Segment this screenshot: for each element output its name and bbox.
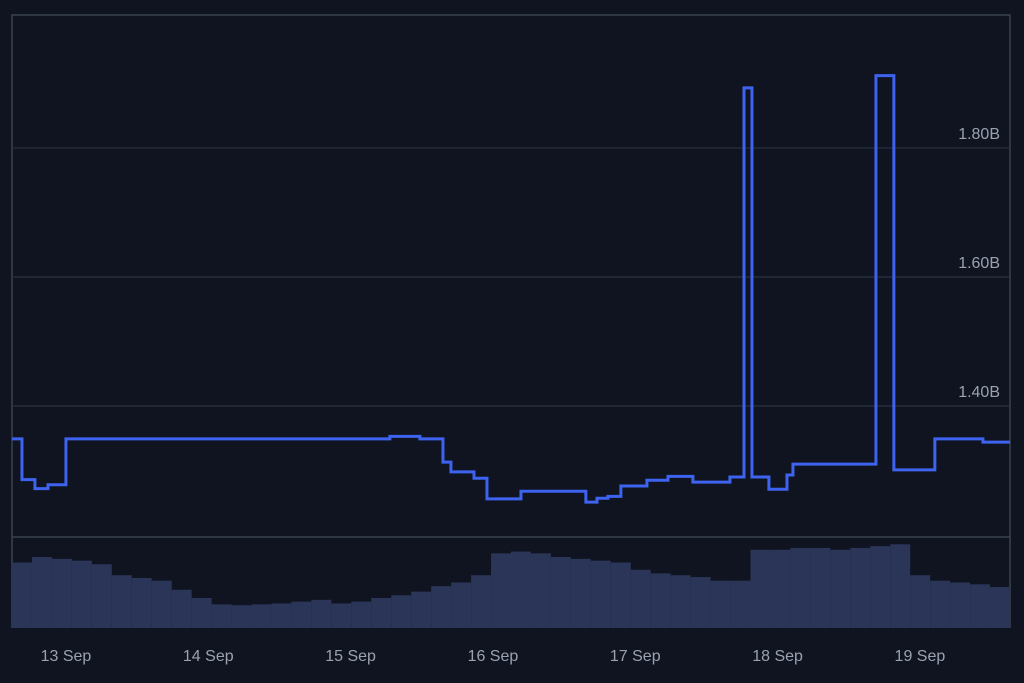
volume-bar xyxy=(730,580,751,628)
volume-bar xyxy=(970,584,991,628)
volume-bar xyxy=(750,549,771,628)
volume-bar xyxy=(231,605,252,628)
y-tick-label: 1.40B xyxy=(958,384,1000,401)
volume-bar xyxy=(151,580,172,628)
volume-bar xyxy=(890,544,911,628)
volume-bar xyxy=(391,595,412,628)
volume-bar xyxy=(12,562,32,628)
volume-bar xyxy=(451,582,472,628)
x-tick-label: 16 Sep xyxy=(468,648,519,665)
volume-bar xyxy=(491,553,511,628)
volume-bar xyxy=(670,575,691,628)
volume-bar xyxy=(71,560,92,628)
volume-bar xyxy=(271,603,292,628)
volume-bar xyxy=(550,557,571,628)
x-tick-label: 19 Sep xyxy=(895,648,946,665)
x-tick-label: 14 Sep xyxy=(183,648,234,665)
volume-bar xyxy=(610,562,631,628)
volume-bar xyxy=(411,591,432,628)
volume-bar xyxy=(530,553,551,628)
volume-bar xyxy=(311,599,332,628)
volume-bar xyxy=(870,546,891,628)
volume-bar xyxy=(111,575,132,628)
volume-bar xyxy=(31,557,52,628)
x-tick-label: 17 Sep xyxy=(610,648,661,665)
volume-bar xyxy=(990,587,1010,628)
plot-border xyxy=(11,14,1011,628)
volume-bar xyxy=(51,558,72,628)
volume-bar xyxy=(191,597,212,628)
x-tick-label: 15 Sep xyxy=(325,648,376,665)
volume-bar xyxy=(690,577,711,628)
volume-bar xyxy=(830,549,851,628)
volume-bar xyxy=(291,601,312,628)
volume-bar xyxy=(431,586,452,628)
volume-bar xyxy=(950,582,971,628)
volume-bar xyxy=(331,603,352,628)
volume-bar xyxy=(211,604,232,628)
price-line xyxy=(12,74,1010,504)
volume-bar xyxy=(910,575,931,628)
y-tick-label: 1.80B xyxy=(958,126,1000,143)
y-tick-label: 1.60B xyxy=(958,255,1000,272)
volume-bar xyxy=(91,564,112,628)
volume-bar xyxy=(511,551,531,628)
volume-bar xyxy=(790,547,811,628)
volume-bar xyxy=(131,577,152,628)
volume-bar xyxy=(351,601,372,628)
volume-bar xyxy=(171,589,192,628)
x-tick-label: 18 Sep xyxy=(752,648,803,665)
volume-bar xyxy=(650,573,671,628)
volume-bar xyxy=(770,549,791,628)
volume-bar xyxy=(810,547,831,628)
x-tick-label: 13 Sep xyxy=(41,648,92,665)
volume-bar xyxy=(710,580,731,628)
volume-bar xyxy=(930,580,951,628)
volume-bar xyxy=(570,558,591,628)
volume-bar xyxy=(850,547,871,628)
volume-bar xyxy=(471,575,492,628)
volume-bar xyxy=(630,569,651,628)
volume-bar xyxy=(590,560,611,628)
volume-bar xyxy=(251,604,272,628)
volume-bar xyxy=(371,597,392,628)
